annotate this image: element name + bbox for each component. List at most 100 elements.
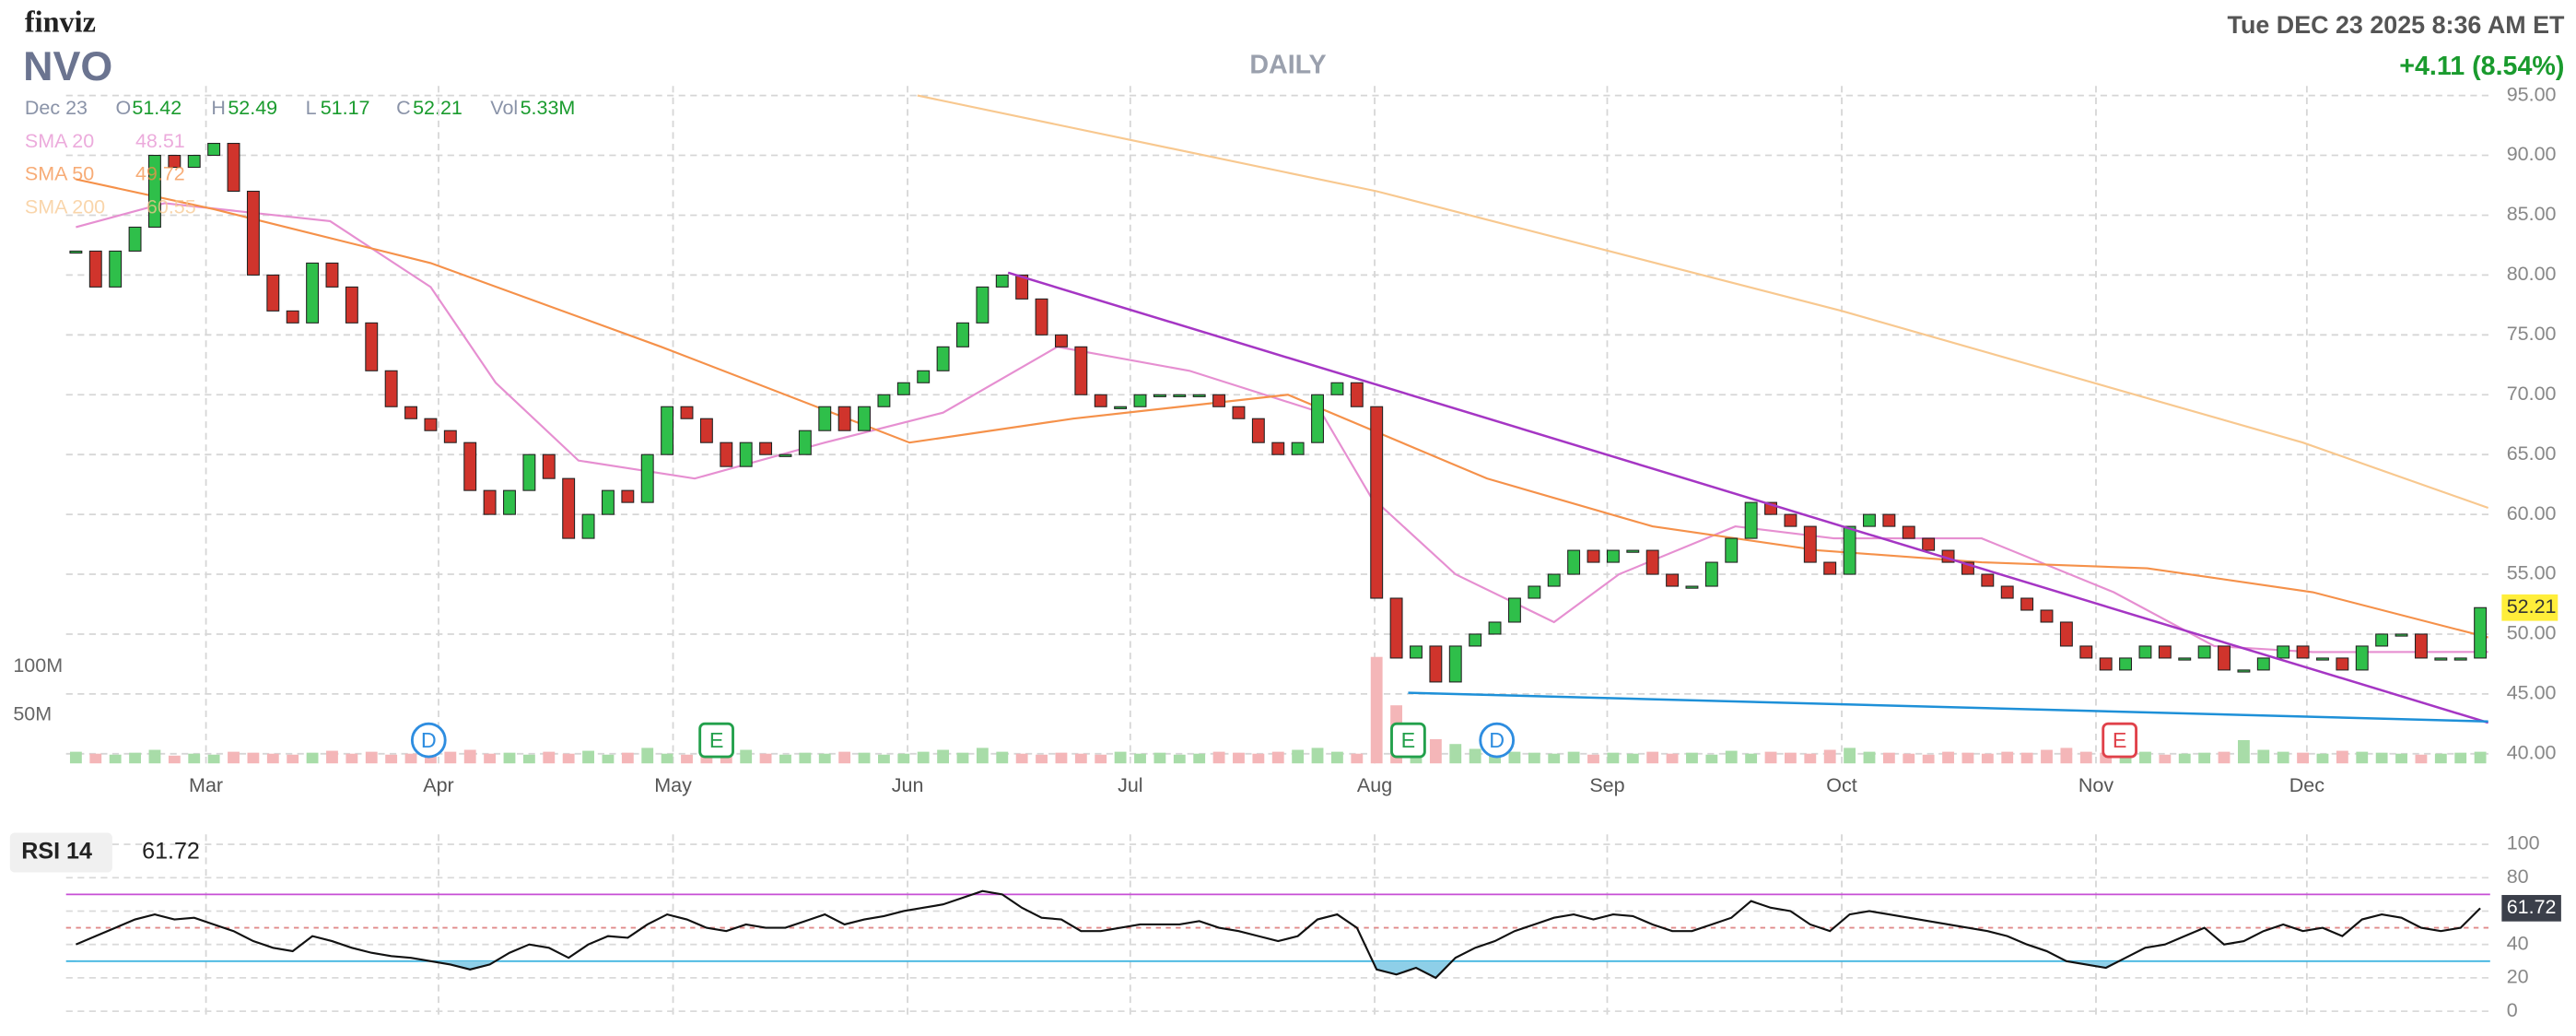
event-marker (410, 722, 447, 759)
volume-bar (1784, 752, 1797, 764)
volume-bar (2336, 750, 2348, 764)
candle (1133, 394, 1147, 407)
candle (2434, 657, 2448, 661)
volume-bar (1548, 753, 1561, 764)
x-tick-label: Sep (1589, 774, 1624, 796)
candle (2237, 669, 2251, 673)
volume-bar (799, 752, 812, 764)
event-marker (698, 722, 734, 759)
overlay: Mar Apr May Jun Jul Aug Sep Oct Nov Dec 40.00 45.00… (9, 83, 2561, 1021)
volume-bar (1981, 753, 1994, 764)
volume-bar (89, 753, 102, 764)
candle (463, 441, 477, 491)
candle (424, 418, 438, 431)
volume-bar (385, 754, 398, 764)
last-price-tag (2501, 594, 2558, 621)
candle (1645, 549, 1659, 575)
candle (1587, 549, 1600, 563)
ohlc-value: 51.17 (321, 97, 370, 119)
candle (759, 441, 773, 455)
rsi-oversold-area (430, 960, 2119, 978)
candle (1882, 513, 1896, 527)
event-label: E (1401, 728, 1416, 752)
volume-bar (1725, 750, 1738, 764)
candle (2256, 657, 2270, 671)
volume-bar (266, 753, 279, 764)
moving-average (917, 94, 2489, 509)
candle (818, 406, 832, 431)
volume-bar (2100, 752, 2113, 764)
ma-label: SMA 200 (25, 196, 105, 218)
ohlc-label: O (115, 97, 131, 119)
volume-bar (1351, 753, 1364, 764)
volume-bar (2218, 751, 2231, 764)
candle (1666, 573, 1680, 587)
candle (503, 489, 516, 515)
timeframe: DAILY (1249, 50, 1326, 79)
candle (207, 143, 221, 157)
candle (2000, 585, 2014, 599)
volume-bar (661, 753, 673, 764)
rsi-last-label: 61.72 (2507, 896, 2557, 918)
rsi-line (75, 889, 2481, 980)
volume-bar (1370, 656, 1383, 764)
volume-bar (2474, 751, 2487, 764)
volume-bar (1331, 751, 1343, 764)
volume-bar (2454, 752, 2467, 764)
ohlc-legend: Dec 23 O 51.42 H 52.49 L 51.17 C 52.21 V… (25, 97, 575, 119)
volume-bar (2178, 753, 2191, 764)
candle (404, 406, 417, 419)
candle (69, 250, 83, 254)
candle (1350, 382, 1364, 407)
volume-bar (2375, 752, 2388, 764)
candle (2414, 633, 2428, 659)
candle (2119, 657, 2133, 671)
volume-bar (2041, 749, 2053, 764)
candle (365, 322, 379, 371)
x-tick-label: May (654, 774, 692, 796)
event-label: E (2113, 728, 2127, 752)
candle (2336, 657, 2349, 671)
candle (542, 453, 556, 479)
rsi-label: RSI 14 (21, 839, 92, 865)
volume-bar (2139, 751, 2151, 764)
volume-bar (306, 752, 319, 764)
candle (2197, 645, 2211, 659)
volume-bar (1252, 753, 1265, 764)
volume-bar (188, 753, 201, 764)
candle (1567, 549, 1581, 575)
volume-bar (1074, 753, 1087, 764)
candle (1035, 298, 1048, 336)
candle (640, 453, 654, 503)
rsi-tick-label: 100 (2507, 832, 2540, 854)
x-tick-label: Oct (1826, 774, 1856, 796)
candle (1843, 525, 1856, 575)
candle (562, 477, 576, 539)
volume-bar (2020, 752, 2033, 764)
volume-bar (109, 754, 122, 764)
volume-bar (759, 753, 772, 764)
candle (522, 453, 536, 491)
candle (2355, 645, 2369, 671)
candle (858, 406, 871, 431)
volume-bar (956, 752, 969, 764)
volume-bar (838, 751, 851, 764)
volume-bar (818, 753, 831, 764)
volume-bar (1173, 754, 1186, 764)
volume-bar (1567, 751, 1580, 764)
candle (266, 274, 280, 312)
candle (2395, 633, 2408, 637)
marks (69, 94, 2489, 980)
y-tick-label: 90.00 (2507, 143, 2557, 165)
change: +4.11 (8.54%) (2399, 52, 2564, 81)
candle (443, 430, 457, 443)
candle (246, 190, 260, 276)
candle (1744, 501, 1758, 539)
volume-bar (779, 754, 791, 764)
candle (1528, 585, 1541, 599)
candle (936, 346, 950, 371)
candle (2020, 597, 2034, 611)
candle (877, 394, 891, 407)
candle (1448, 645, 1462, 683)
volume-bar (1705, 754, 1718, 764)
